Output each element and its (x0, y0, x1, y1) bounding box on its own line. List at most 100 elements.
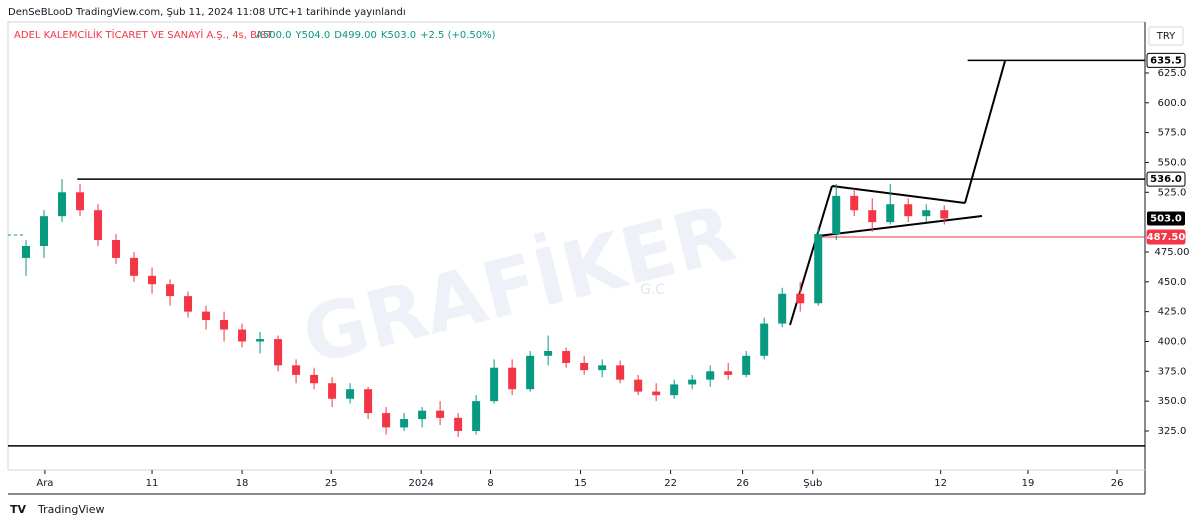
candle-body (670, 384, 679, 396)
candle-body (598, 365, 607, 371)
y-tick-label: 475.00 (1155, 247, 1190, 258)
candle-body (382, 413, 391, 428)
candle-body (922, 210, 931, 217)
candle-body (346, 389, 355, 399)
candle-body (616, 365, 625, 380)
legend-value: A500.0 (256, 30, 291, 41)
candle-body (832, 195, 841, 235)
legend-values: A500.0 Y504.0 D499.00 K503.0 +2.5 (+0.50%) (256, 30, 496, 41)
candle-body (562, 351, 571, 363)
candle-body (148, 275, 157, 285)
candle-body (778, 293, 787, 324)
candle-body (850, 195, 859, 211)
candle-body (706, 371, 715, 380)
candle-body (238, 329, 247, 342)
candle-body (886, 204, 895, 223)
currency: TRY (1156, 31, 1176, 42)
y-tick-label: 600.0 (1158, 98, 1187, 109)
candle-body (742, 355, 751, 375)
y-tick-label: 400.0 (1158, 336, 1187, 347)
price-label: 536.0 (1150, 174, 1182, 185)
x-tick-label: Ara (36, 478, 53, 489)
ohlc-legend: A500.0 Y504.0 D499.00 K503.0 +2.5 (+0.50%) (256, 30, 496, 41)
candle-body (418, 410, 427, 420)
symbol-title: ADEL KALEMCİLİK TİCARET VE SANAYİ A.Ş., … (14, 28, 273, 41)
candle-body (58, 192, 67, 217)
y-tick-label: 525.0 (1158, 187, 1187, 198)
candle-body (724, 371, 733, 375)
candle-body (274, 339, 283, 366)
candle-body (904, 204, 913, 217)
price-label-box (1146, 171, 1186, 187)
last-price-label: 503.0 (1150, 214, 1182, 225)
candle-body (94, 210, 103, 241)
candle-body (580, 362, 589, 371)
candle-body (544, 351, 553, 356)
candle-body (76, 192, 85, 211)
candle-body (256, 339, 265, 342)
candle-body (652, 391, 661, 396)
candle-body (22, 246, 31, 258)
footer-logo: TV (10, 503, 27, 516)
y-tick-label: 450.0 (1158, 277, 1187, 288)
candle-body (364, 389, 373, 414)
candle-body (472, 401, 481, 431)
footer-brand: TradingView (37, 503, 104, 516)
x-tick-label: Şub (803, 478, 822, 489)
candle-body (202, 311, 211, 320)
candle-body (166, 284, 175, 297)
candle-body (688, 379, 697, 385)
candle-body (940, 210, 949, 219)
legend-value: D499.00 (334, 30, 377, 41)
candle-body (634, 379, 643, 392)
candle-body (184, 296, 193, 312)
candle-body (526, 355, 535, 390)
x-tick-label: 25 (325, 478, 338, 489)
x-tick-label: 12 (934, 478, 947, 489)
y-tick-label: 350.0 (1158, 396, 1187, 407)
y-tick-label: 550.0 (1158, 157, 1187, 168)
candle-body (454, 417, 463, 431)
candle-body (112, 240, 121, 258)
x-tick-label: 15 (574, 478, 587, 489)
currency-box (1148, 26, 1184, 46)
x-tick-label: 18 (236, 478, 249, 489)
y-tick-label: 425.0 (1158, 307, 1187, 318)
candle-body (130, 257, 139, 276)
candle-body (436, 410, 445, 418)
candle-body (868, 210, 877, 223)
y-tick-label: 375.0 (1158, 366, 1187, 377)
x-tick-label: 26 (1111, 478, 1124, 489)
watermark-sub: G.C (640, 282, 665, 298)
x-tick-label: 2024 (408, 478, 433, 489)
candle-body (796, 293, 805, 304)
legend-value: K503.0 (381, 30, 416, 41)
candle-body (220, 319, 229, 330)
candle-body (508, 367, 517, 390)
candle-body (328, 383, 337, 399)
price-label-box (1146, 229, 1186, 245)
drawing-line (817, 215, 983, 237)
last-price-box (1147, 211, 1185, 226)
candle-body (400, 419, 409, 428)
candle-body (310, 374, 319, 384)
x-tick-label: 11 (146, 478, 159, 489)
candle-body (814, 234, 823, 304)
candle-body (490, 367, 499, 402)
price-label-box (1146, 52, 1186, 68)
legend-value: +2.5 (+0.50%) (420, 30, 496, 41)
candle-body (292, 365, 301, 375)
legend-value: Y504.0 (294, 30, 330, 41)
x-tick-label: 22 (664, 478, 677, 489)
price-label: 487.50 (1147, 232, 1186, 243)
candle-body (760, 323, 769, 356)
price-label: 635.5 (1150, 55, 1182, 66)
x-tick-label: 19 (1022, 478, 1035, 489)
y-tick-label: 575.0 (1158, 128, 1187, 139)
candle-body (40, 216, 49, 246)
x-tick-label: 26 (736, 478, 749, 489)
y-tick-label: 625.0 (1158, 68, 1187, 79)
x-tick-label: 8 (487, 478, 493, 489)
